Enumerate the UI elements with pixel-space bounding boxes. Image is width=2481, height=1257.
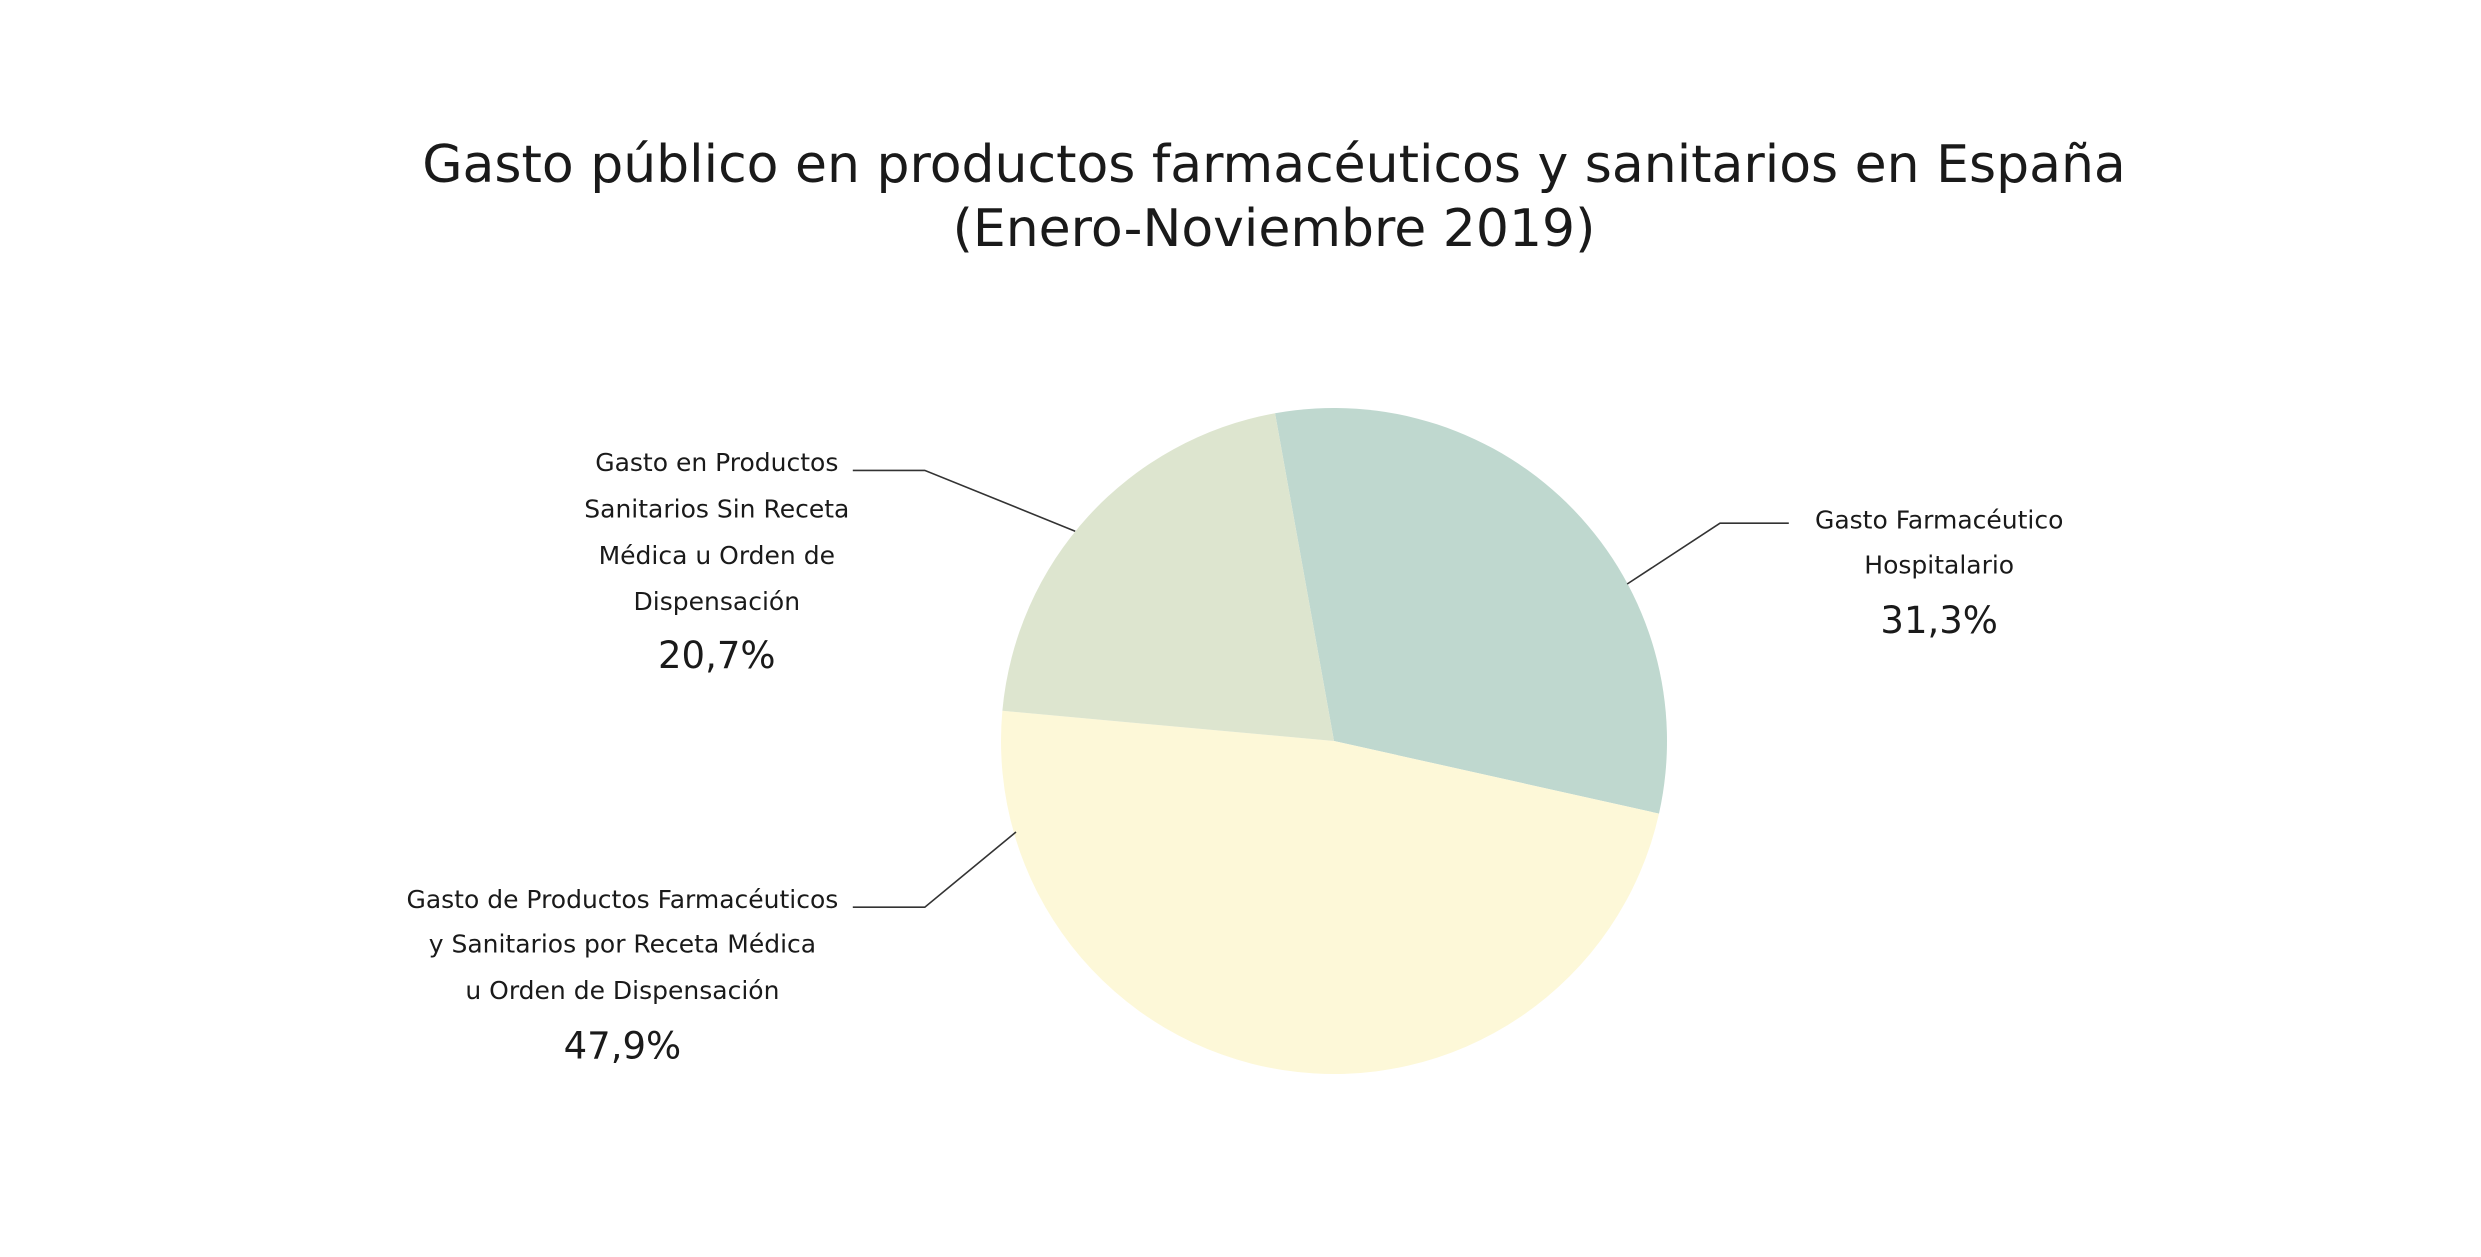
slice-label: Hospitalario	[1864, 550, 2014, 579]
leader-line	[1626, 522, 1789, 585]
slice-label: y Sanitarios por Receta Médica	[429, 930, 816, 959]
value-label: 47,9%	[564, 1025, 682, 1068]
slice-label: u Orden de Dispensación	[465, 976, 779, 1005]
pie-slice	[1275, 408, 1667, 814]
slice-label: Gasto Farmacéutico	[1815, 506, 2063, 535]
pie-slice	[1000, 710, 1659, 1075]
chart-title: (Enero-Noviembre 2019)	[953, 199, 1596, 259]
slice-label: Gasto de Productos Farmacéuticos	[406, 885, 838, 914]
chart-title: Gasto público en productos farmacéuticos…	[422, 135, 2126, 195]
slice-label: Dispensación	[634, 587, 801, 616]
value-label: 31,3%	[1880, 599, 1998, 642]
slice-label: Sanitarios Sin Receta	[584, 494, 849, 523]
leader-line	[852, 831, 1017, 909]
slice-label: Médica u Orden de	[599, 541, 835, 570]
pie-slice	[1002, 413, 1334, 741]
leader-line	[852, 469, 1076, 532]
value-label: 20,7%	[658, 634, 776, 677]
slice-label: Gasto en Productos	[595, 448, 838, 477]
